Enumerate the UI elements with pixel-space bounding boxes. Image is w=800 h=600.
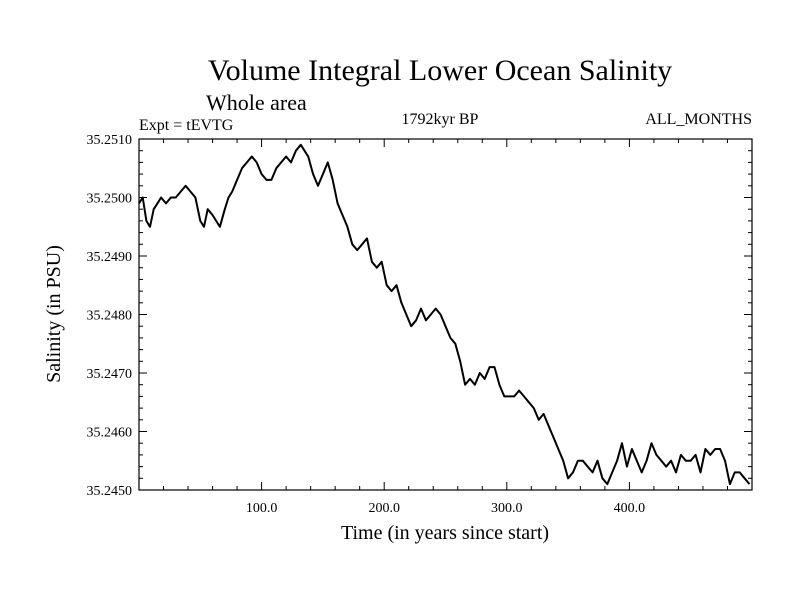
x-tick-label: 200.0 xyxy=(368,501,400,516)
x-axis: 100.0 200.0 300.0 400.0 xyxy=(163,139,728,516)
y-tick-label: 35.2450 xyxy=(87,484,133,499)
x-tick-label: 100.0 xyxy=(246,501,278,516)
x-axis-label: Time (in years since start) xyxy=(341,522,549,544)
y-tick-label: 35.2460 xyxy=(87,426,133,441)
plot-frame xyxy=(138,138,753,491)
y-tick-label: 35.2500 xyxy=(87,192,133,207)
y-axis: 35.2450 35.2460 35.2470 35.2480 35.2490 35.25… xyxy=(87,133,752,499)
months-label: ALL_MONTHS xyxy=(645,111,752,128)
y-tick-label: 35.2510 xyxy=(87,133,133,148)
y-tick-label: 35.2490 xyxy=(87,250,133,265)
y-tick-label: 35.2480 xyxy=(87,309,133,324)
y-axis-label: Salinity (in PSU) xyxy=(43,245,65,383)
experiment-label: Expt = tEVTG xyxy=(139,117,234,134)
salinity-series-line xyxy=(138,143,751,486)
chart-title: Volume Integral Lower Ocean Salinity xyxy=(208,54,672,87)
period-label: 1792kyr BP xyxy=(402,111,479,128)
chart-subtitle: Whole area xyxy=(206,90,307,115)
x-tick-label: 300.0 xyxy=(491,501,523,516)
x-tick-label: 400.0 xyxy=(614,501,646,516)
y-tick-label: 35.2470 xyxy=(87,367,133,382)
